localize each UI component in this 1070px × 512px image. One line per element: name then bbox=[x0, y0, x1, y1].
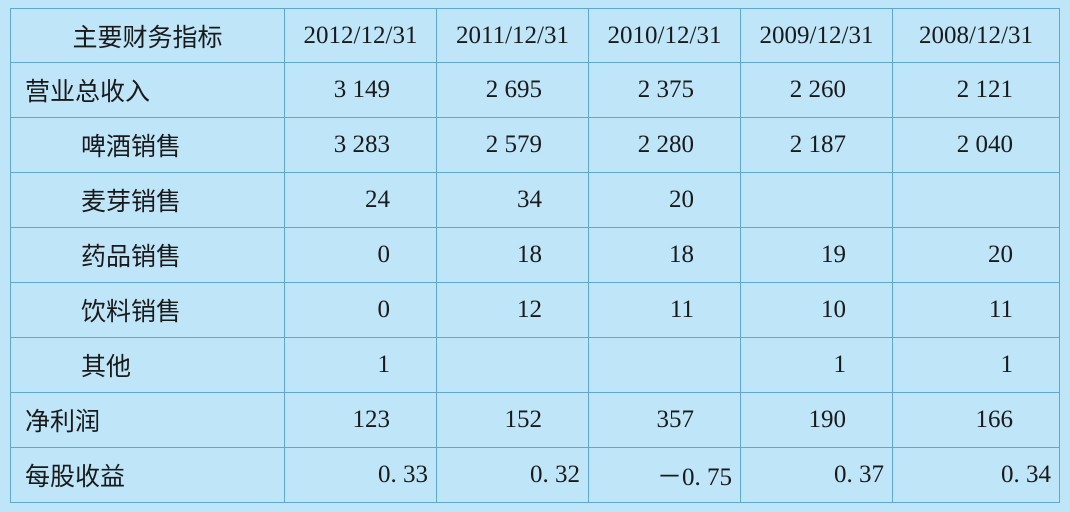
value-cell: 18 bbox=[437, 228, 589, 283]
header-date: 2009/12/31 bbox=[741, 8, 893, 63]
value-cell: 3 149 bbox=[285, 63, 437, 118]
value-cell: 0. 32 bbox=[437, 448, 589, 503]
row-label: 饮料销售 bbox=[10, 283, 285, 338]
row-label: 净利润 bbox=[10, 393, 285, 448]
row-label: 营业总收入 bbox=[10, 63, 285, 118]
header-date: 2011/12/31 bbox=[437, 8, 589, 63]
row-label: 每股收益 bbox=[10, 448, 285, 503]
header-label: 主要财务指标 bbox=[10, 8, 285, 63]
value-cell: 0 bbox=[285, 228, 437, 283]
value-cell: 166 bbox=[893, 393, 1060, 448]
value-cell: 0 bbox=[285, 283, 437, 338]
value-cell: 20 bbox=[589, 173, 741, 228]
value-cell bbox=[437, 338, 589, 393]
header-date: 2012/12/31 bbox=[285, 8, 437, 63]
value-cell: 1 bbox=[893, 338, 1060, 393]
row-label: 药品销售 bbox=[10, 228, 285, 283]
value-cell: 0. 34 bbox=[893, 448, 1060, 503]
value-cell bbox=[589, 338, 741, 393]
value-cell: 20 bbox=[893, 228, 1060, 283]
value-cell bbox=[893, 173, 1060, 228]
value-cell: 34 bbox=[437, 173, 589, 228]
value-cell: 2 040 bbox=[893, 118, 1060, 173]
value-cell: 3 283 bbox=[285, 118, 437, 173]
value-cell: 357 bbox=[589, 393, 741, 448]
value-cell: 12 bbox=[437, 283, 589, 338]
value-cell: 2 579 bbox=[437, 118, 589, 173]
value-cell: 123 bbox=[285, 393, 437, 448]
header-date: 2010/12/31 bbox=[589, 8, 741, 63]
value-cell: 11 bbox=[589, 283, 741, 338]
value-cell: －0. 75 bbox=[589, 448, 741, 503]
value-cell: 190 bbox=[741, 393, 893, 448]
value-cell: 152 bbox=[437, 393, 589, 448]
value-cell: 19 bbox=[741, 228, 893, 283]
value-cell bbox=[741, 173, 893, 228]
row-label: 麦芽销售 bbox=[10, 173, 285, 228]
value-cell: 2 280 bbox=[589, 118, 741, 173]
value-cell: 2 375 bbox=[589, 63, 741, 118]
value-cell: 1 bbox=[741, 338, 893, 393]
value-cell: 2 260 bbox=[741, 63, 893, 118]
value-cell: 10 bbox=[741, 283, 893, 338]
value-cell: 1 bbox=[285, 338, 437, 393]
value-cell: 2 121 bbox=[893, 63, 1060, 118]
value-cell: 2 695 bbox=[437, 63, 589, 118]
value-cell: 18 bbox=[589, 228, 741, 283]
value-cell: 11 bbox=[893, 283, 1060, 338]
value-cell: 0. 33 bbox=[285, 448, 437, 503]
value-cell: 0. 37 bbox=[741, 448, 893, 503]
value-cell: 24 bbox=[285, 173, 437, 228]
header-date: 2008/12/31 bbox=[893, 8, 1060, 63]
value-cell: 2 187 bbox=[741, 118, 893, 173]
row-label: 啤酒销售 bbox=[10, 118, 285, 173]
row-label: 其他 bbox=[10, 338, 285, 393]
